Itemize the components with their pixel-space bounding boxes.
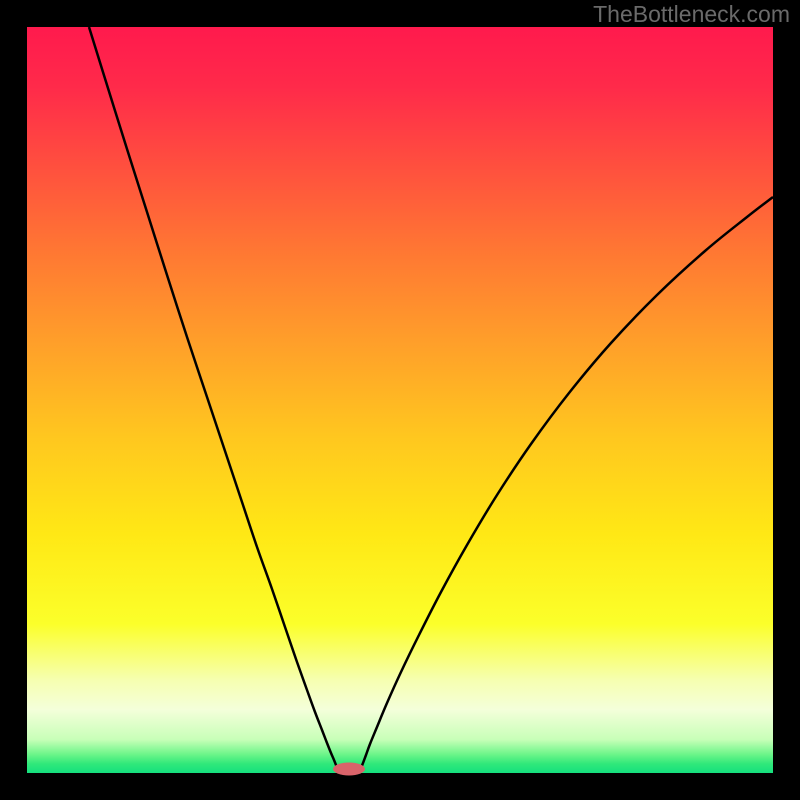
- left-curve: [89, 27, 338, 768]
- bottom-marker: [333, 763, 365, 776]
- watermark-text: TheBottleneck.com: [593, 1, 790, 28]
- plot-area: [27, 27, 773, 773]
- right-curve: [361, 197, 773, 768]
- curves-svg: [27, 27, 773, 773]
- chart-container: { "canvas": { "width": 800, "height": 80…: [0, 0, 800, 800]
